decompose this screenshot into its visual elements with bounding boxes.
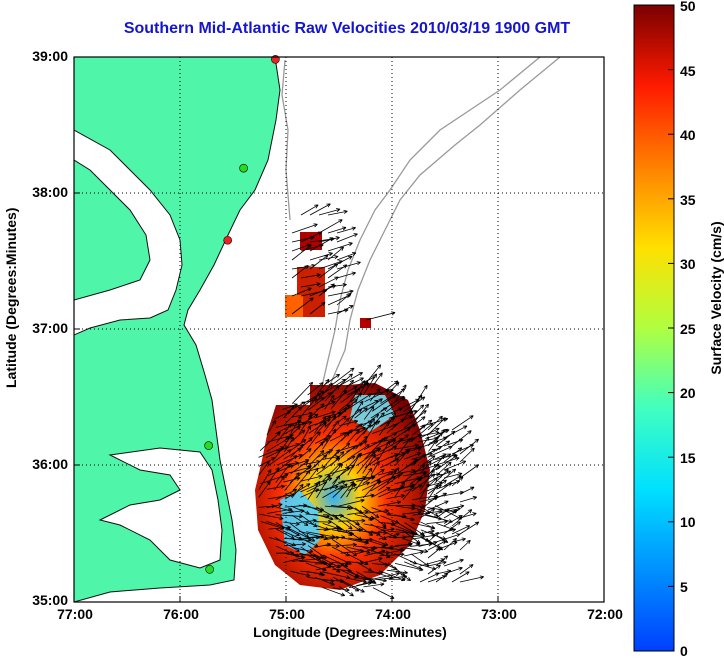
y-tick-label: 36:00: [32, 456, 68, 472]
colorbar: [633, 4, 675, 652]
radar-station-marker: [223, 235, 232, 245]
colorbar-tick-label: 45: [680, 63, 696, 79]
chesapeake-bay: [74, 129, 183, 336]
x-tick-label: 72:00: [587, 606, 623, 622]
x-axis-label: Longitude (Degrees:Minutes): [253, 624, 447, 640]
colorbar-tick-label: 5: [680, 579, 688, 595]
x-tick-label: 76:00: [163, 606, 199, 622]
colorbar-tick-label: 15: [680, 450, 696, 466]
x-tick-label: 77:00: [57, 606, 93, 622]
radar-station-marker: [205, 565, 214, 574]
radar-station-marker: [239, 163, 248, 173]
radar-station-marker: [204, 441, 213, 450]
colorbar-tick-label: 25: [680, 321, 696, 337]
colorbar-tick-label: 40: [680, 127, 696, 143]
colorbar-tick-label: 10: [680, 514, 696, 530]
colorbar-ticks: [668, 69, 674, 587]
velocity-vector-field: [258, 203, 485, 599]
lat-lon-grid: [74, 57, 604, 602]
x-tick-label: 73:00: [481, 606, 517, 622]
y-tick-label: 35:00: [32, 592, 68, 608]
y-tick-label: 39:00: [32, 48, 68, 64]
colorbar-tick-label: 30: [680, 256, 696, 272]
axis-ticks: [74, 192, 499, 602]
map-title: Southern Mid-Atlantic Raw Velocities 201…: [123, 20, 571, 37]
x-tick-label: 75:00: [269, 606, 305, 622]
colorbar-tick-label: 20: [680, 385, 696, 401]
colorbar-tick-label: 0: [680, 643, 688, 659]
colorbar-tick-label: 50: [680, 0, 696, 14]
colorbar-tick-label: 35: [680, 192, 696, 208]
x-tick-label: 74:00: [375, 606, 411, 622]
y-tick-label: 37:00: [32, 320, 68, 336]
pamlico-sound: [98, 447, 223, 569]
y-tick-label: 38:00: [32, 184, 68, 200]
